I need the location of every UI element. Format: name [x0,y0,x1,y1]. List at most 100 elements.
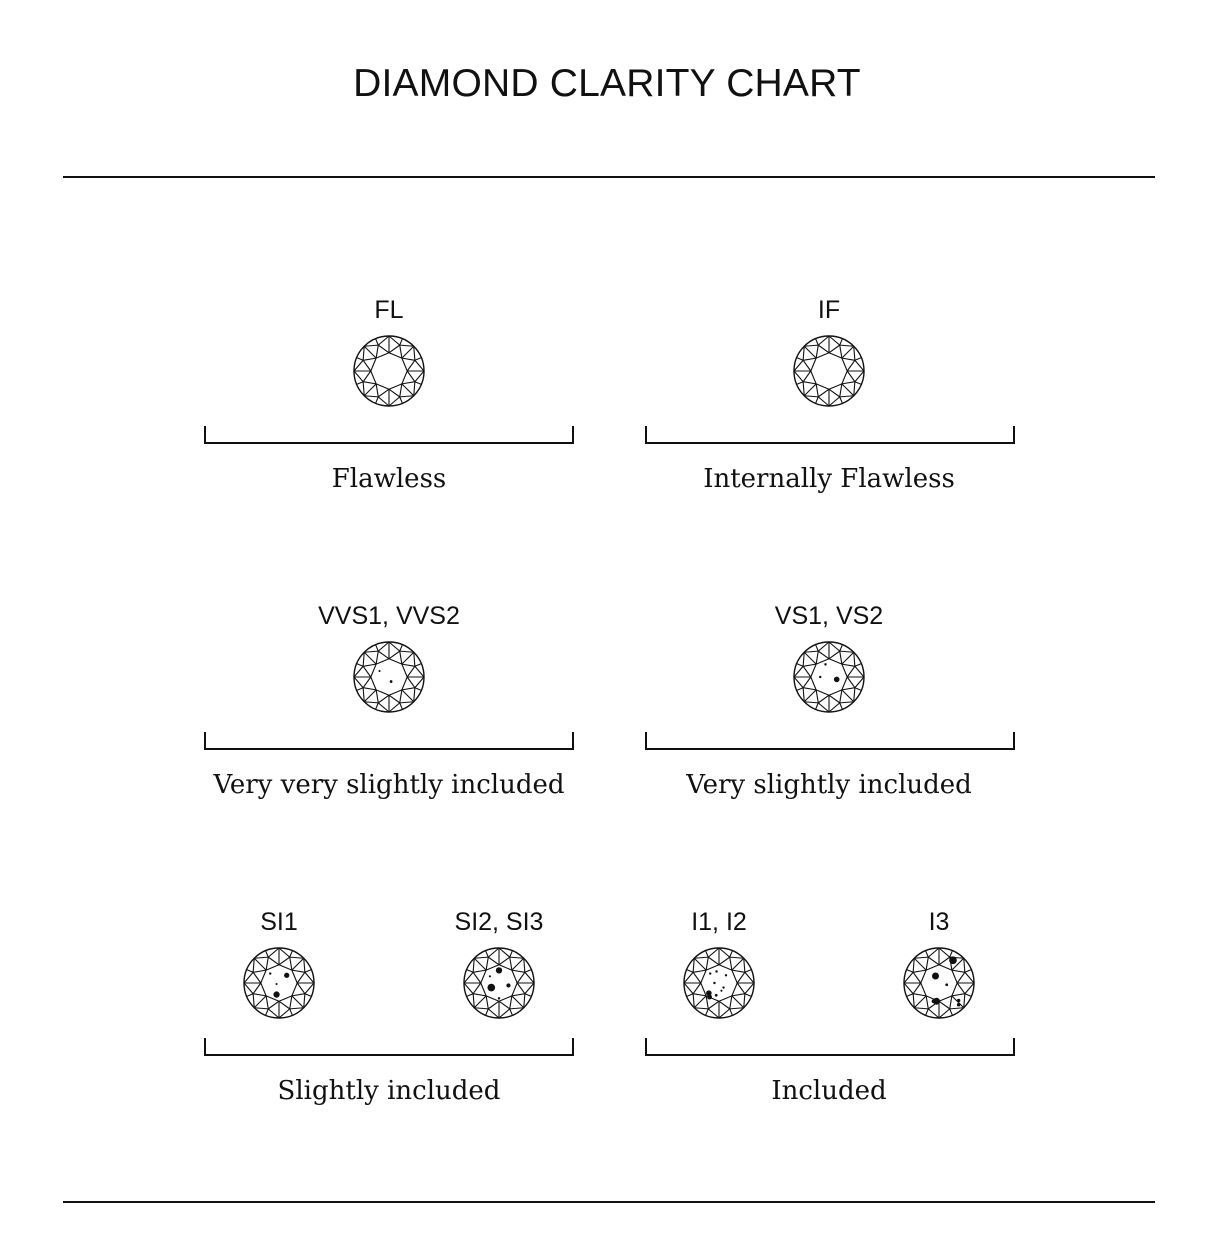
inclusion-dot [932,972,939,980]
inclusion-dot [819,675,822,679]
facet-line [289,1007,304,1010]
facet-line [364,344,379,347]
facet-line [362,687,365,702]
inclusion-dot [714,993,718,997]
facet-line [375,352,390,359]
facet-line [401,381,415,385]
facet-line [744,971,755,984]
facet-line [743,993,746,1008]
facet-line [414,665,425,678]
diamond-facets [793,641,865,713]
grade-label-i3: I3 [928,908,950,936]
facet-line [839,650,854,653]
diamond-facets [903,947,975,1019]
facet-line [375,338,379,346]
group-description: Very slightly included [686,770,972,800]
inclusion-dot [506,983,511,988]
facet-line [487,956,500,966]
facet-line [729,1008,733,1016]
diamond-icon [792,334,866,408]
grade-label-vs: VS1, VS2 [774,602,884,630]
facet-line [802,359,812,372]
facet-line [854,663,862,667]
facet-line [413,346,416,361]
facet-line [817,344,830,354]
facet-line [815,689,830,696]
facet-line [700,969,707,984]
facet-line [278,964,293,971]
facet-line [291,993,305,997]
inclusion-dot [707,994,712,1000]
facet-line [362,665,372,678]
facet-line [498,1000,511,1010]
facet-line [793,665,804,678]
facet-line [815,383,830,390]
group-description: Included [771,1076,887,1106]
facet-line [485,995,500,1002]
facet-line [356,381,364,385]
facet-line [278,1008,291,1019]
facet-line [683,982,694,995]
facet-line [289,995,293,1009]
facet-line [353,359,364,372]
facet-line [839,338,843,346]
facet-line [803,689,817,703]
facet-line [523,958,526,973]
facet-line [913,993,927,997]
facet-line [707,956,720,966]
facet-line [694,956,709,959]
facet-line [375,702,379,710]
inclusion-dot [275,983,278,986]
facet-line [846,665,856,678]
facet-line [828,352,843,359]
facet-line [964,969,972,973]
facet-line [803,651,817,665]
facet-line [246,969,254,973]
facet-line [927,956,940,966]
facet-line [265,964,280,971]
facet-line [693,969,707,973]
facet-line [399,338,403,346]
facet-line [414,663,422,667]
facet-line [363,689,377,703]
facet-line [265,995,269,1009]
diamond-facets [353,335,425,407]
inclusion-dot [720,989,723,992]
facet-line [803,345,817,359]
diamond-facets [683,947,755,1019]
facet-line [793,370,804,383]
facet-line [707,1008,720,1019]
facet-line [839,395,854,398]
facet-line [370,663,377,678]
facet-line [828,694,841,704]
facet-line [511,995,525,1009]
facet-line [841,651,855,665]
facet-line [363,383,377,397]
facet-line [854,370,865,383]
chart-title: DIAMOND CLARITY CHART [353,62,861,105]
facet-line [938,995,953,1002]
facet-line [804,650,819,653]
facet-line [707,1000,720,1010]
facet-line [744,969,752,973]
facet-line [913,995,927,1009]
facet-line [815,644,819,652]
facet-line [925,995,929,1009]
facet-line [839,651,843,665]
facet-line [854,357,862,361]
facet-line [401,689,415,703]
facet-line [854,359,865,372]
facet-line [388,352,403,359]
facet-line [399,702,403,710]
facet-line [686,969,694,973]
facet-line [356,357,364,361]
facet-line [810,663,817,678]
group-description: Internally Flawless [703,464,955,494]
facet-line [406,676,416,689]
facet-line [828,689,843,696]
facet-line [906,993,914,997]
facet-line [925,957,929,971]
inclusion-dot [956,1002,961,1007]
facet-line [718,1008,731,1019]
facet-line [903,982,914,995]
